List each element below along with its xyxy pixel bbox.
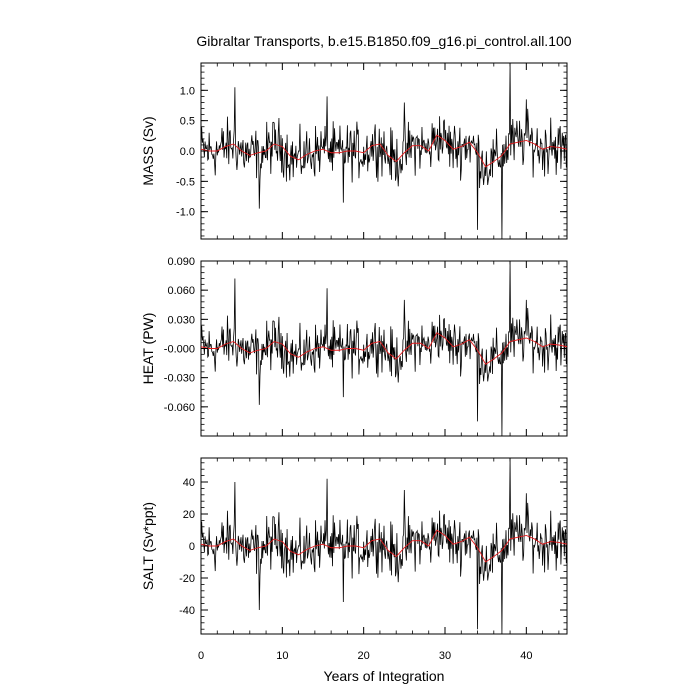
x-axis-label: Years of Integration — [324, 668, 445, 684]
x-tick-label: 20 — [358, 650, 370, 662]
raw-series-line — [200, 62, 568, 240]
y-tick-label: -20 — [179, 573, 195, 585]
x-tick-label: 10 — [276, 650, 288, 662]
y-axis-label: SALT (Sv*ppt) — [140, 502, 156, 590]
y-tick-label: 0 — [189, 541, 195, 553]
smoothed-series-line — [200, 332, 568, 365]
smoothed-series-line — [200, 529, 568, 563]
y-axis-label: MASS (Sv) — [140, 116, 156, 185]
y-tick-label: -0.030 — [164, 373, 195, 385]
y-tick-label: 0.5 — [180, 116, 195, 128]
y-tick-label: 0.0 — [180, 146, 195, 158]
y-tick-label: -40 — [179, 605, 195, 617]
x-tick-label: 40 — [520, 650, 532, 662]
y-tick-label: 1.0 — [180, 85, 195, 97]
y-tick-label: -0.060 — [164, 402, 195, 414]
y-tick-label: 0.060 — [167, 285, 195, 297]
x-tick-label: 30 — [439, 650, 451, 662]
chart-title: Gibraltar Transports, b.e15.B1850.f09_g1… — [196, 33, 571, 49]
x-tick-label: 0 — [198, 650, 204, 662]
y-tick-label: 0.090 — [167, 256, 195, 268]
y-tick-label: -1.0 — [176, 207, 195, 219]
smoothed-series-line — [200, 134, 568, 168]
y-tick-label: 0.030 — [167, 314, 195, 326]
y-axis-label: HEAT (PW) — [140, 313, 156, 385]
raw-series-line — [200, 260, 568, 437]
y-tick-label: -0.000 — [164, 344, 195, 356]
raw-series-line — [200, 457, 568, 635]
y-tick-label: 40 — [183, 477, 195, 489]
y-tick-label: 20 — [183, 509, 195, 521]
y-tick-label: -0.5 — [176, 176, 195, 188]
